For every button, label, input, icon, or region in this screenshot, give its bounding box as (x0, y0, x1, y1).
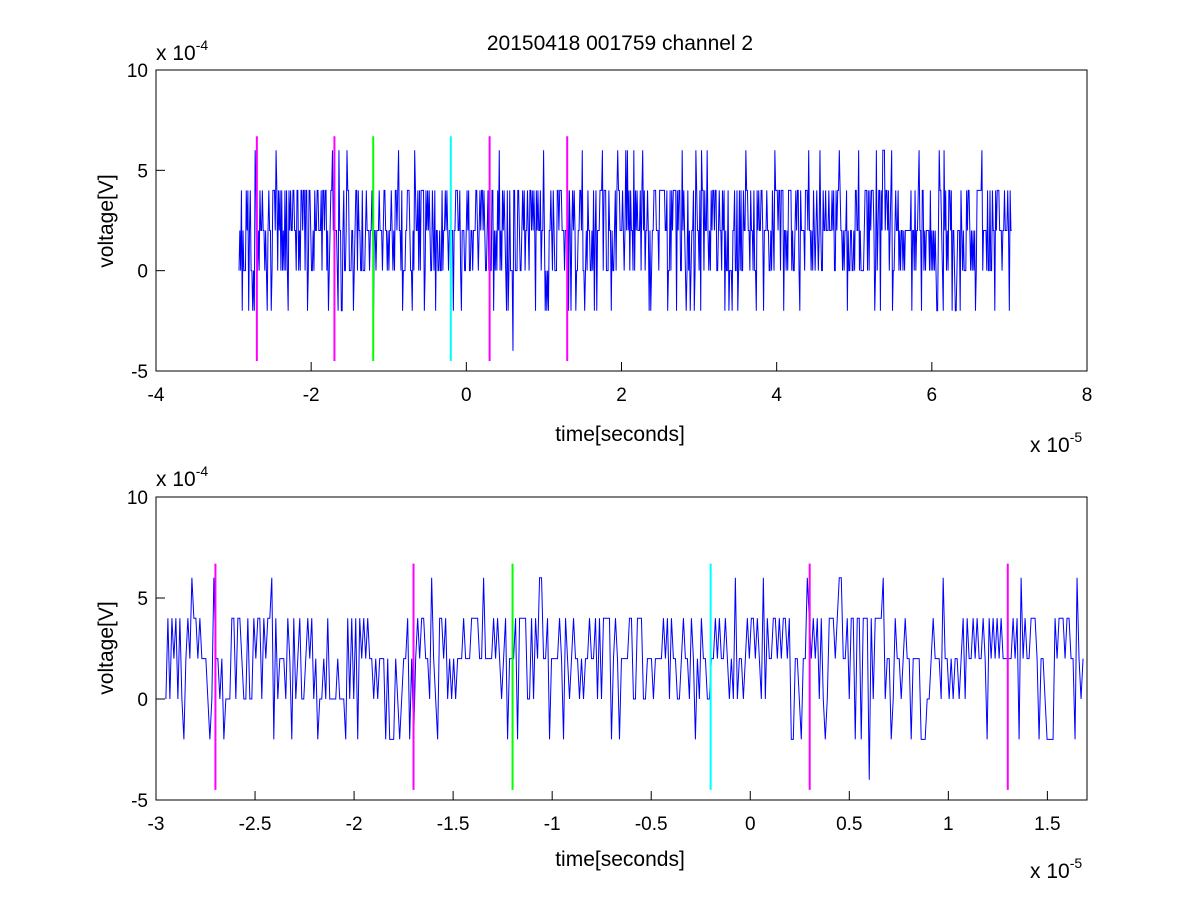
bottom-ytick-label: 0 (137, 690, 148, 711)
bottom-xtick-label: -1 (544, 814, 561, 835)
bottom-voltage-trace (165, 577, 1084, 780)
bottom-xtick-label: -0.5 (635, 814, 668, 835)
top-subplot: -4 -2 0 2 4 6 8 -5 0 5 10 time[seconds] voltage[V]… (95, 37, 1092, 457)
top-xtick-label: -4 (148, 385, 165, 406)
top-tick-layer: -4 -2 0 2 4 6 8 -5 0 5 10 (127, 61, 1092, 406)
bottom-ytick-label: -5 (131, 791, 148, 812)
top-trace-layer (238, 149, 1012, 351)
top-xtick-label: 0 (461, 385, 472, 406)
bottom-xtick-label: 1.5 (1034, 814, 1060, 835)
top-marker-layer (255, 136, 569, 361)
bottom-marker-layer (214, 563, 1009, 790)
top-voltage-trace (238, 149, 1012, 351)
bottom-subplot: -3 -2.5 -2 -1.5 -1 -0.5 0 0.5 1 1.5 -5 0 5 10 time[se… (95, 463, 1088, 883)
bottom-y-multiplier: x 10-4 (156, 463, 208, 491)
bottom-plot-frame (155, 496, 1088, 801)
top-ylabel: voltage[V] (95, 174, 118, 267)
top-xtick-label: 4 (771, 385, 782, 406)
bottom-xtick-label: 0.5 (836, 814, 862, 835)
bottom-xtick-label: 0 (745, 814, 756, 835)
top-x-multiplier: x 10-5 (1030, 429, 1082, 457)
top-xtick-label: 8 (1082, 385, 1093, 406)
top-xtick-label: 6 (927, 385, 938, 406)
top-ytick-label: -5 (131, 362, 148, 383)
top-y-multiplier: x 10-4 (156, 37, 208, 65)
bottom-ytick-label: 5 (137, 589, 148, 610)
top-xtick-label: -2 (303, 385, 320, 406)
bottom-tick-layer: -3 -2.5 -2 -1.5 -1 -0.5 0 0.5 1 1.5 -5 0 5 10 (127, 488, 1061, 835)
bottom-xtick-label: -1.5 (437, 814, 470, 835)
top-ytick-label: 0 (137, 262, 148, 283)
top-xtick-label: 2 (616, 385, 627, 406)
bottom-ylabel: voltage[V] (95, 601, 118, 694)
bottom-x-multiplier: x 10-5 (1030, 855, 1082, 883)
top-ytick-label: 10 (127, 61, 148, 82)
bottom-xtick-label: -2 (346, 814, 363, 835)
bottom-ytick-label: 10 (127, 488, 148, 509)
chart-title: 20150418 001759 channel 2 (487, 32, 753, 55)
bottom-xlabel: time[seconds] (555, 848, 685, 871)
top-ytick-label: 5 (137, 161, 148, 182)
bottom-xtick-label: -3 (148, 814, 165, 835)
bottom-xtick-label: -2.5 (239, 814, 272, 835)
bottom-xtick-label: 1 (943, 814, 954, 835)
top-xlabel: time[seconds] (555, 423, 685, 446)
bottom-trace-layer (165, 577, 1084, 780)
